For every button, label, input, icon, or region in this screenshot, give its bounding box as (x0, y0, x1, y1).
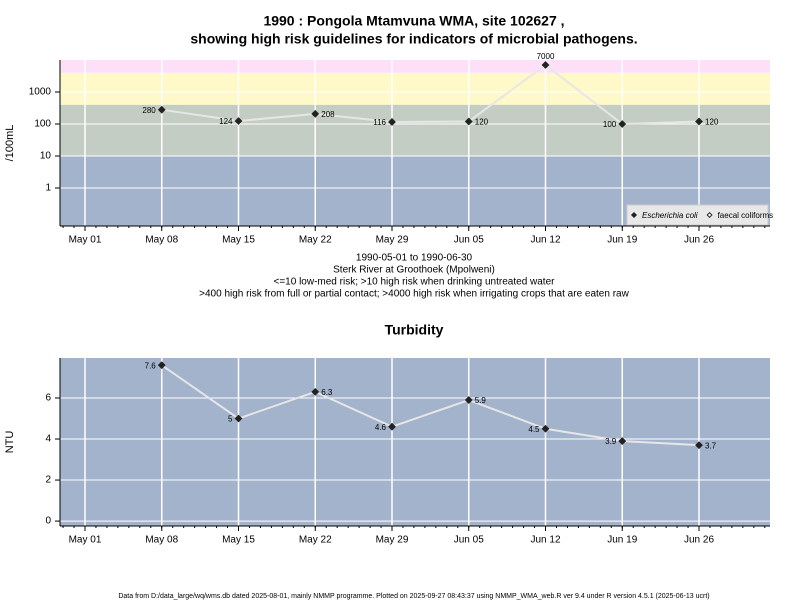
data-point (695, 117, 703, 126)
x-tick-label: Jun 26 (684, 535, 714, 546)
x-tick-label: May 15 (222, 535, 255, 546)
data-label: 5 (228, 415, 233, 424)
chart-title: showing high risk guidelines for indicat… (190, 31, 637, 47)
y-tick-label: 1 (45, 183, 51, 194)
data-point (464, 396, 473, 404)
series-line (161, 364, 700, 447)
data-label: 4.5 (528, 425, 540, 434)
y-axis-label: /100mL (4, 125, 16, 162)
data-label: 3.7 (705, 441, 717, 450)
data-point (464, 117, 473, 126)
note: >400 high risk from full or partial cont… (199, 289, 629, 300)
x-tick-label: May 01 (69, 235, 102, 246)
data-label: 120 (705, 118, 719, 127)
legend (626, 204, 769, 226)
note: 1990-05-01 to 1990-06-30 (356, 253, 473, 264)
data-point (541, 61, 550, 69)
legend-label: Escherichia coli (642, 211, 698, 220)
x-tick-label: Jun 05 (454, 535, 484, 546)
x-tick-label: Jun 26 (684, 235, 714, 246)
x-tick-label: Jun 12 (530, 535, 560, 546)
plot-background (60, 358, 770, 526)
data-label: 7000 (537, 52, 555, 61)
data-label: 120 (475, 118, 489, 127)
y-tick-label: 0 (45, 516, 51, 527)
legend-marker (706, 211, 713, 219)
data-label: 124 (219, 117, 233, 126)
x-tick-label: Jun 12 (530, 235, 560, 246)
x-tick-label: May 29 (376, 535, 409, 546)
data-point (234, 117, 243, 125)
risk-band (60, 60, 770, 73)
y-tick-label: 100 (34, 119, 51, 130)
y-tick-label: 10 (40, 151, 52, 162)
x-tick-label: May 08 (145, 535, 178, 546)
data-point (157, 105, 166, 114)
y-tick-label: 6 (45, 393, 51, 404)
data-label: 116 (373, 118, 386, 127)
chart-title: 1990 : Pongola Mtamvuna WMA, site 102627… (263, 13, 564, 29)
data-label: 208 (321, 110, 335, 119)
note: Sterk River at Groothoek (Mpolweni) (333, 265, 495, 276)
y-tick-label: 4 (45, 434, 51, 445)
data-label: 6.3 (321, 388, 333, 397)
legend-marker (630, 211, 638, 219)
data-point (311, 387, 320, 396)
x-tick-label: May 29 (376, 235, 409, 246)
chart-title: Turbidity (385, 322, 444, 338)
data-point (388, 118, 396, 126)
data-point (157, 361, 166, 370)
y-axis-label: NTU (4, 431, 16, 454)
x-tick-label: May 15 (222, 235, 255, 246)
x-tick-label: May 22 (299, 535, 332, 546)
legend-label: faecal coliforms (718, 211, 774, 220)
footer: Data from D:/data_large/wq/wms.db dated … (118, 593, 709, 600)
data-label: 3.9 (605, 437, 617, 446)
data-label: 100 (603, 120, 617, 129)
data-point (541, 424, 550, 433)
x-tick-label: May 08 (145, 235, 178, 246)
risk-band (60, 72, 770, 105)
x-tick-label: Jun 05 (454, 235, 484, 246)
series-line (161, 63, 700, 126)
data-point (234, 414, 243, 423)
y-tick-label: 2 (45, 475, 51, 486)
note: <=10 low-med risk; >10 high risk when dr… (274, 277, 556, 288)
x-tick-label: Jun 19 (607, 235, 637, 246)
x-tick-label: May 22 (299, 235, 332, 246)
data-label: 7.6 (145, 361, 157, 370)
data-label: 4.6 (375, 423, 387, 432)
data-point (311, 109, 320, 118)
x-tick-label: May 01 (69, 535, 102, 546)
data-point (388, 422, 396, 431)
y-tick-label: 1000 (29, 87, 52, 98)
data-label: 5.9 (475, 396, 487, 405)
data-label: 280 (142, 106, 156, 115)
risk-band (60, 104, 770, 157)
data-point (695, 441, 703, 450)
x-tick-label: Jun 19 (607, 535, 637, 546)
data-point (618, 120, 627, 128)
data-point (618, 437, 627, 445)
